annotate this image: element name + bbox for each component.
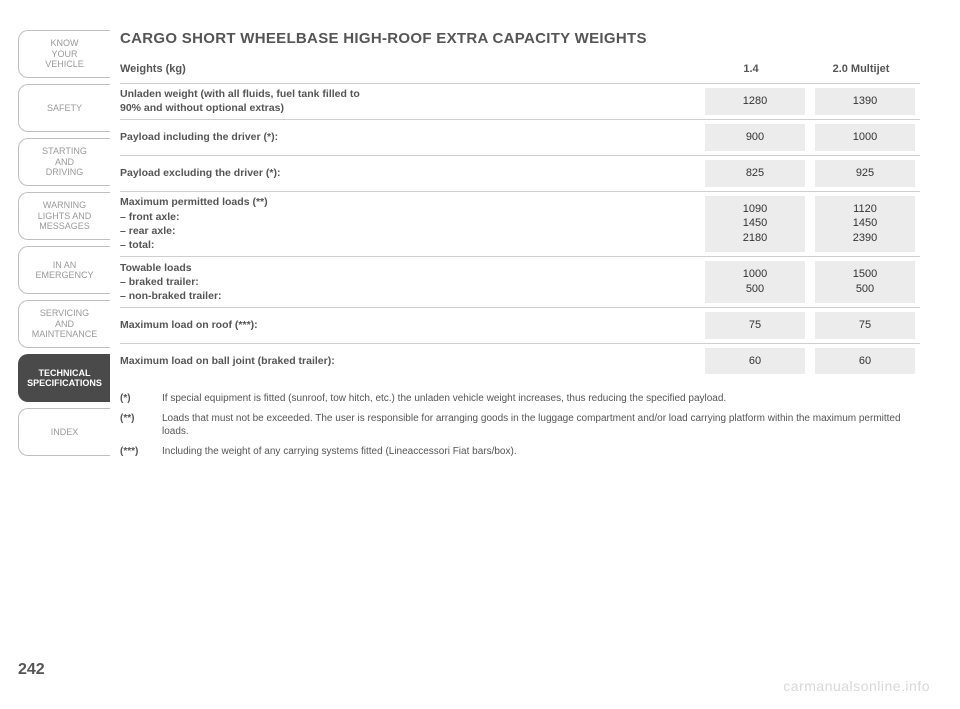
page: KNOW YOUR VEHICLE SAFETY STARTING AND DRIV…	[0, 0, 960, 709]
row-value: 75	[705, 312, 805, 339]
row-value: 1000	[815, 124, 915, 151]
row-value: 1500 500	[815, 261, 915, 303]
table-row: Unladen weight (with all fluids, fuel ta…	[120, 84, 920, 120]
footnote-text: If special equipment is fitted (sunroof,…	[162, 392, 726, 406]
table-head: Weights (kg)1.42.0 Multijet	[120, 57, 920, 84]
row-value: 1090 1450 2180	[705, 196, 805, 253]
row-value: 60	[815, 348, 915, 375]
row-value-cell: 900	[700, 119, 810, 155]
main-content: CARGO SHORT WHEELBASE HIGH-ROOF EXTRA CA…	[110, 0, 960, 709]
footnote: (***) Including the weight of any carryin…	[120, 445, 920, 459]
table-header-label: Weights (kg)	[120, 57, 700, 84]
row-value: 60	[705, 348, 805, 375]
table-column-header: 2.0 Multijet	[810, 57, 920, 84]
table-row: Maximum permitted loads (**) – front axl…	[120, 191, 920, 257]
row-value-cell: 825	[700, 155, 810, 191]
weights-table: Weights (kg)1.42.0 Multijet Unladen weig…	[120, 57, 920, 378]
footnote-text: Including the weight of any carrying sys…	[162, 445, 517, 459]
table-row: Maximum load on roof (***):7575	[120, 307, 920, 343]
footnote-mark: (**)	[120, 412, 150, 439]
footnotes: (*) If special equipment is fitted (sunro…	[120, 392, 920, 458]
row-value-cell: 1000	[810, 119, 920, 155]
table-row: Payload including the driver (*):900 1000	[120, 119, 920, 155]
table-row: Maximum load on ball joint (braked trail…	[120, 343, 920, 378]
sidebar-tab[interactable]: WARNING LIGHTS AND MESSAGES	[18, 192, 110, 240]
row-value-cell: 1090 1450 2180	[700, 191, 810, 257]
row-value-cell: 1500 500	[810, 257, 920, 308]
page-title: CARGO SHORT WHEELBASE HIGH-ROOF EXTRA CA…	[120, 30, 920, 47]
sidebar-tab[interactable]: INDEX	[18, 408, 110, 456]
footnote-mark: (*)	[120, 392, 150, 406]
row-value: 1280	[705, 88, 805, 115]
row-label: Payload excluding the driver (*):	[120, 155, 700, 191]
table-row: Towable loads – braked trailer: – non-br…	[120, 257, 920, 308]
table-row: Payload excluding the driver (*):825 925	[120, 155, 920, 191]
footnote: (**) Loads that must not be exceeded. The…	[120, 412, 920, 439]
row-value-cell: 60	[700, 343, 810, 378]
sidebar-tab[interactable]: KNOW YOUR VEHICLE	[18, 30, 110, 78]
row-value: 925	[815, 160, 915, 187]
sidebar-tab[interactable]: TECHNICAL SPECIFICATIONS	[18, 354, 110, 402]
row-value: 1120 1450 2390	[815, 196, 915, 253]
row-value-cell: 75	[700, 307, 810, 343]
watermark: carmanualsonline.info	[783, 678, 930, 694]
footnote-text: Loads that must not be exceeded. The use…	[162, 412, 920, 439]
row-label: Towable loads – braked trailer: – non-br…	[120, 257, 700, 308]
sidebar-tab[interactable]: IN AN EMERGENCY	[18, 246, 110, 294]
row-label: Maximum load on ball joint (braked trail…	[120, 343, 700, 378]
sidebar-tab[interactable]: SERVICING AND MAINTENANCE	[18, 300, 110, 348]
row-value-cell: 1280	[700, 84, 810, 120]
row-value: 1390	[815, 88, 915, 115]
row-label: Maximum load on roof (***):	[120, 307, 700, 343]
table-column-header: 1.4	[700, 57, 810, 84]
row-value: 1000 500	[705, 261, 805, 303]
row-value-cell: 1120 1450 2390	[810, 191, 920, 257]
row-value-cell: 1390	[810, 84, 920, 120]
row-label: Payload including the driver (*):	[120, 119, 700, 155]
row-value-cell: 60	[810, 343, 920, 378]
sidebar-tab[interactable]: SAFETY	[18, 84, 110, 132]
row-value: 825	[705, 160, 805, 187]
row-label: Unladen weight (with all fluids, fuel ta…	[120, 84, 700, 120]
footnote-mark: (***)	[120, 445, 150, 459]
row-value-cell: 925	[810, 155, 920, 191]
sidebar-tab[interactable]: STARTING AND DRIVING	[18, 138, 110, 186]
sidebar-nav: KNOW YOUR VEHICLE SAFETY STARTING AND DRIV…	[0, 0, 110, 709]
row-value: 75	[815, 312, 915, 339]
row-label: Maximum permitted loads (**) – front axl…	[120, 191, 700, 257]
row-value-cell: 75	[810, 307, 920, 343]
row-value-cell: 1000 500	[700, 257, 810, 308]
page-number: 242	[18, 661, 45, 679]
footnote: (*) If special equipment is fitted (sunro…	[120, 392, 920, 406]
row-value: 900	[705, 124, 805, 151]
table-body: Unladen weight (with all fluids, fuel ta…	[120, 84, 920, 379]
